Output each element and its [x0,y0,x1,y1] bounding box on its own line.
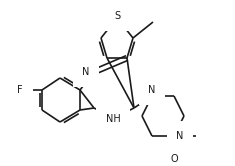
Text: S: S [114,11,120,21]
Text: NH: NH [106,114,120,124]
Text: O: O [170,154,178,164]
Text: F: F [17,85,23,95]
Text: N: N [82,67,90,77]
Text: N: N [148,85,156,95]
Text: N: N [176,131,184,141]
